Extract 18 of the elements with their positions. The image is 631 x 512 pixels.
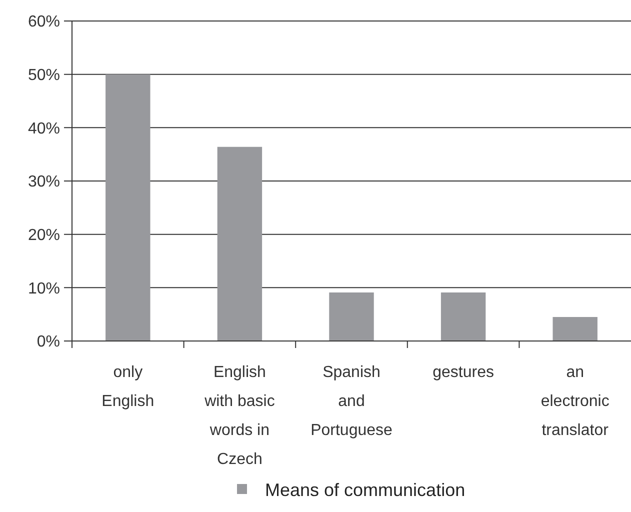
y-tick-label: 40%	[28, 120, 60, 138]
bar	[552, 317, 598, 341]
y-tick-label: 60%	[28, 14, 60, 31]
x-tick-label: an electronic translator	[540, 364, 610, 439]
x-tick-label: English with basic words in Czech	[204, 364, 275, 468]
bar	[106, 74, 150, 341]
x-tick-label: only English	[102, 364, 154, 410]
y-tick-label: 50%	[28, 66, 60, 84]
y-tick-label: 10%	[28, 280, 60, 298]
bar	[217, 146, 262, 341]
y-tick-label: 0%	[36, 334, 60, 351]
bar	[329, 292, 374, 341]
x-tick-label: gestures	[432, 364, 494, 381]
legend-label: Means of communication	[265, 480, 466, 500]
y-tick-label: 20%	[28, 226, 60, 244]
x-tick-label: Spanish and Portuguese	[310, 364, 393, 439]
bar	[440, 292, 486, 341]
y-tick-label: 30%	[28, 174, 60, 191]
